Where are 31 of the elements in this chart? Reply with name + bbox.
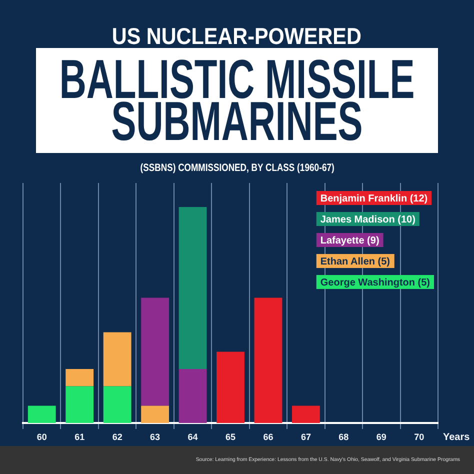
- x-tick-label: 69: [376, 432, 386, 442]
- text: Ethan Allen (5): [320, 256, 390, 268]
- text: Benjamin Franklin (12): [320, 193, 428, 204]
- x-tick-label: 66: [263, 432, 274, 442]
- bar: [178, 207, 207, 369]
- x-tick-label: 64: [188, 432, 198, 442]
- bar: [292, 406, 320, 423]
- bar: [254, 298, 282, 423]
- bar: [141, 298, 170, 406]
- bar: [28, 406, 56, 423]
- text: James Madison (10): [320, 214, 416, 226]
- x-tick-label: 61: [74, 432, 85, 442]
- x-tick-label: 65: [225, 432, 236, 442]
- text: US NUCLEAR-POWERED: [112, 23, 362, 49]
- bar: [103, 386, 132, 423]
- x-tick-label: 68: [338, 432, 349, 442]
- text: George Washington (5): [320, 277, 430, 288]
- bar: [66, 369, 94, 386]
- x-axis-title: Years: [443, 432, 470, 443]
- bar: [178, 369, 207, 423]
- bar: [66, 386, 94, 423]
- chart-subtitle: (SSBNS) COMMISSIONED, BY CLASS (1960-67): [140, 162, 334, 174]
- bar: [216, 352, 244, 423]
- bar: [103, 332, 132, 386]
- bar: [141, 406, 170, 423]
- x-tick-label: 67: [300, 432, 311, 442]
- text: Lafayette (9): [320, 235, 380, 246]
- x-tick-label: 63: [150, 432, 160, 442]
- x-tick-label: 62: [112, 432, 122, 442]
- x-tick-label: 60: [36, 432, 47, 442]
- x-tick-label: 70: [414, 432, 424, 442]
